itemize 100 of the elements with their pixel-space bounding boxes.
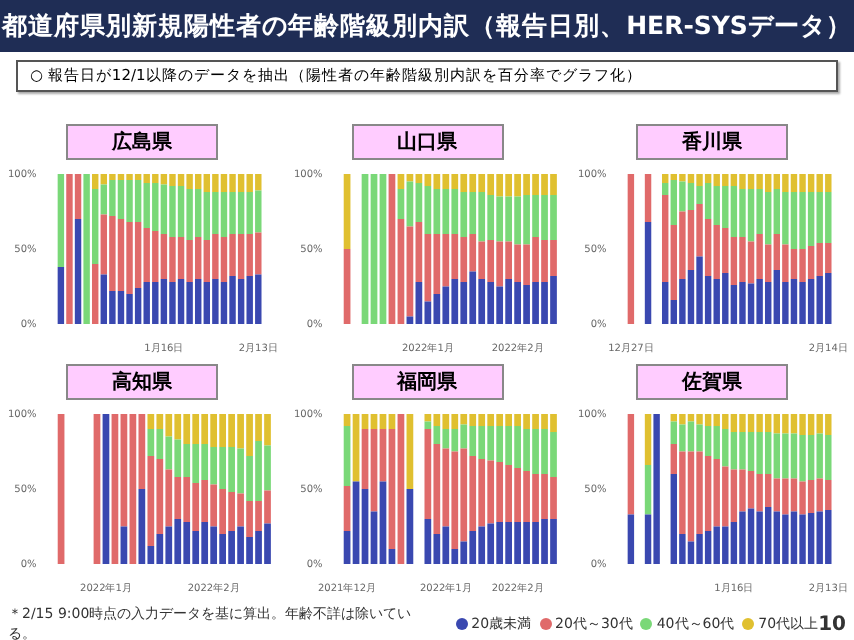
bar	[687, 183, 695, 210]
bar	[661, 282, 669, 324]
bar	[807, 414, 815, 435]
bar	[670, 414, 678, 422]
bar	[126, 180, 133, 222]
bar	[739, 432, 746, 470]
bar	[109, 216, 116, 291]
bar	[203, 282, 211, 324]
bar	[644, 174, 652, 222]
bar	[687, 174, 695, 183]
bar	[237, 192, 245, 234]
bar	[764, 507, 772, 564]
bar	[134, 222, 142, 288]
bar	[549, 519, 556, 564]
bar	[782, 192, 789, 245]
bar	[186, 189, 193, 240]
bar	[91, 174, 99, 189]
bar	[549, 174, 556, 195]
bar	[807, 480, 815, 513]
bar	[799, 514, 806, 564]
bar	[177, 186, 185, 237]
bar	[126, 222, 133, 294]
bar	[138, 489, 146, 564]
bar	[653, 414, 660, 564]
bar	[220, 174, 228, 192]
bar	[747, 283, 755, 324]
bar	[704, 531, 712, 564]
bar	[747, 189, 755, 242]
bar	[117, 291, 125, 324]
bar	[799, 435, 806, 482]
bar	[799, 174, 806, 192]
bar	[160, 174, 168, 185]
bar	[74, 219, 82, 324]
bar	[696, 534, 703, 564]
bar	[704, 183, 712, 219]
bar	[66, 174, 73, 324]
bar	[100, 174, 108, 185]
bar	[229, 276, 236, 324]
bar	[57, 174, 65, 267]
bar	[237, 174, 245, 192]
bar	[644, 222, 652, 324]
bar	[807, 513, 815, 564]
bar	[747, 241, 755, 284]
bar	[799, 192, 806, 249]
bar	[229, 174, 236, 192]
bar	[782, 478, 789, 515]
bar	[220, 282, 228, 324]
bar	[687, 451, 695, 542]
bar	[670, 474, 678, 564]
bar	[679, 451, 686, 534]
bar	[160, 184, 168, 234]
bar	[220, 237, 228, 282]
bar	[212, 279, 219, 324]
bar	[212, 234, 219, 279]
bar	[679, 424, 686, 452]
bar	[687, 414, 695, 422]
bar	[627, 174, 635, 324]
bar	[177, 174, 185, 186]
text: 10	[818, 613, 846, 635]
bar	[790, 433, 798, 479]
bar	[100, 274, 108, 324]
bar	[203, 192, 211, 240]
bar	[134, 180, 142, 222]
bar	[799, 481, 806, 515]
bar	[237, 234, 245, 279]
bar	[807, 246, 815, 279]
bar	[627, 514, 635, 564]
bar	[756, 511, 763, 564]
bar	[764, 414, 772, 432]
bar	[237, 279, 245, 324]
bar	[117, 180, 125, 219]
bar	[549, 414, 556, 432]
bar	[679, 414, 686, 425]
bar	[747, 432, 755, 471]
bar	[764, 474, 772, 507]
bar	[627, 414, 635, 515]
bar	[186, 174, 193, 189]
bar	[134, 288, 142, 324]
bar	[169, 186, 176, 237]
bar	[126, 174, 133, 180]
bar	[739, 511, 746, 564]
bar	[756, 432, 763, 474]
chart-title: 福岡県	[351, 364, 503, 400]
chart-title: 広島県	[66, 124, 218, 160]
bar	[194, 279, 202, 324]
bar	[764, 432, 772, 474]
bar	[756, 414, 763, 432]
bar	[782, 433, 789, 479]
bar	[549, 195, 556, 240]
chart-title: 佐賀県	[636, 364, 788, 400]
bar	[549, 240, 556, 276]
bar	[696, 414, 703, 425]
bar	[773, 270, 781, 324]
bar	[117, 219, 125, 291]
bar	[57, 267, 65, 324]
bar	[730, 432, 738, 470]
bar	[147, 414, 155, 429]
bar	[177, 279, 185, 324]
bar	[799, 282, 806, 324]
bar	[730, 186, 738, 237]
